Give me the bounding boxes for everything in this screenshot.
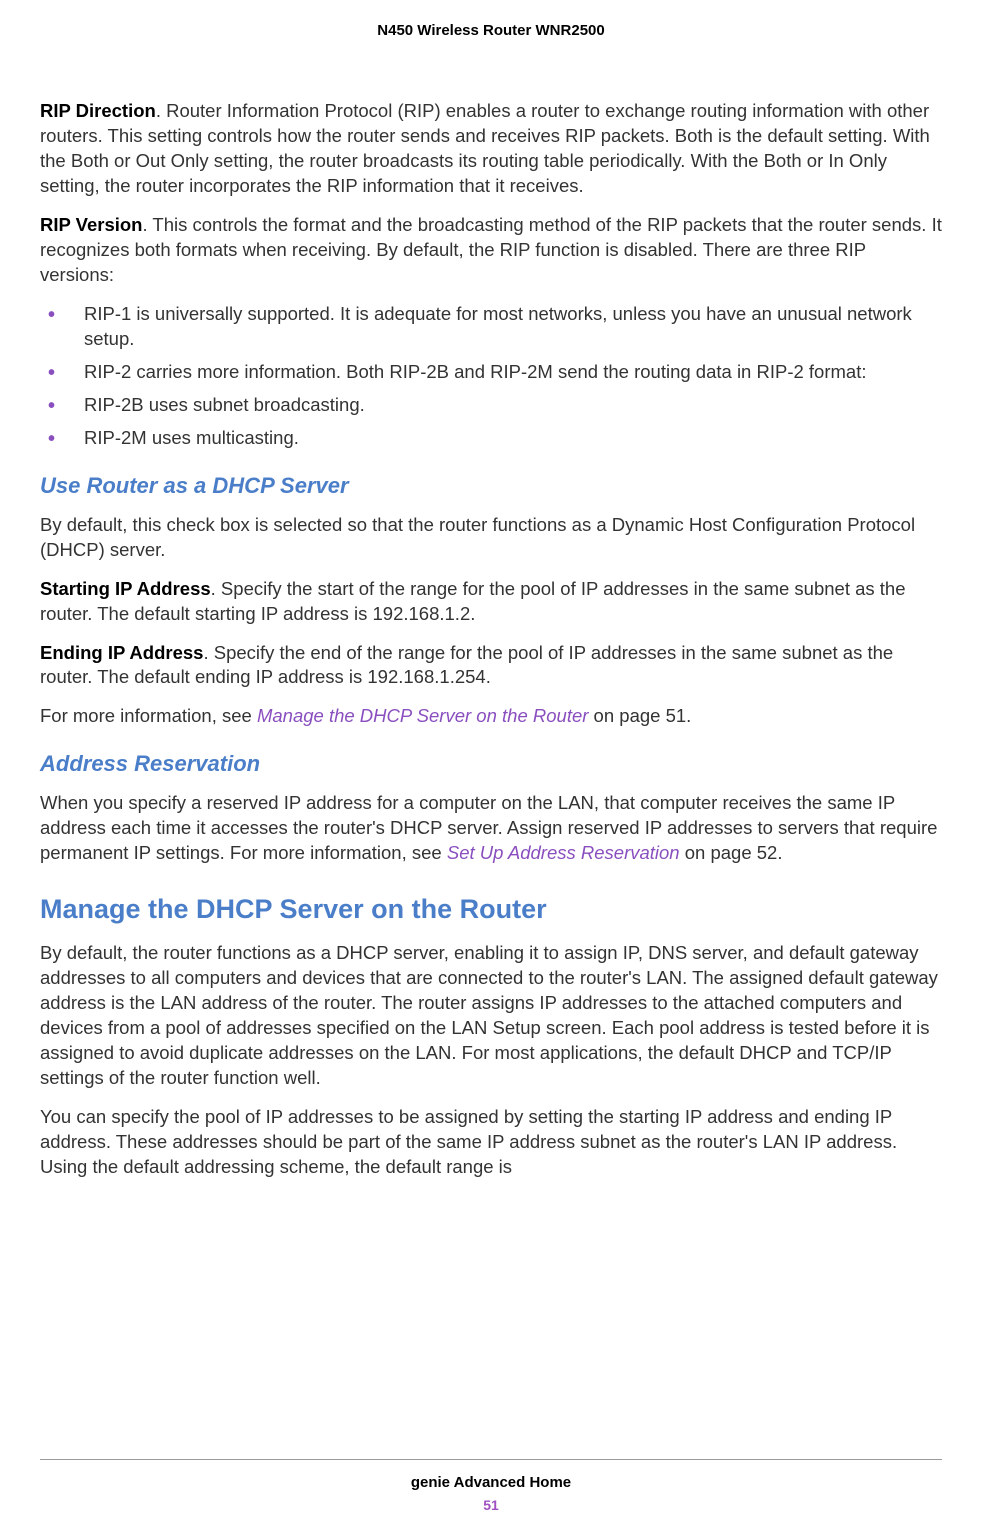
rip-version-text: . This controls the format and the broad…	[40, 214, 942, 285]
rip-direction-lead: RIP Direction	[40, 100, 156, 121]
footer-page-number: 51	[40, 1497, 942, 1513]
ending-ip-lead: Ending IP Address	[40, 642, 203, 663]
dhcp-server-heading: Use Router as a DHCP Server	[40, 473, 942, 499]
document-page: N450 Wireless Router WNR2500 RIP Directi…	[0, 0, 982, 1537]
manage-dhcp-p2: You can specify the pool of IP addresses…	[40, 1105, 942, 1180]
manage-dhcp-p1: By default, the router functions as a DH…	[40, 941, 942, 1091]
address-reservation-paragraph: When you specify a reserved IP address f…	[40, 791, 942, 866]
setup-address-reservation-link[interactable]: Set Up Address Reservation	[447, 842, 680, 863]
manage-dhcp-heading: Manage the DHCP Server on the Router	[40, 894, 942, 925]
page-header-title: N450 Wireless Router WNR2500	[40, 22, 942, 39]
addr-res-post: on page 52.	[680, 842, 783, 863]
more-info-pre: For more information, see	[40, 705, 257, 726]
starting-ip-lead: Starting IP Address	[40, 578, 211, 599]
rip-version-lead: RIP Version	[40, 214, 142, 235]
footer-section-name: genie Advanced Home	[40, 1474, 942, 1491]
address-reservation-heading: Address Reservation	[40, 751, 942, 777]
rip-versions-list: RIP-1 is universally supported. It is ad…	[40, 302, 942, 451]
starting-ip-paragraph: Starting IP Address. Specify the start o…	[40, 577, 942, 627]
page-footer: genie Advanced Home 51	[40, 1459, 942, 1513]
more-info-post: on page 51.	[588, 705, 691, 726]
rip-direction-paragraph: RIP Direction. Router Information Protoc…	[40, 99, 942, 199]
dhcp-intro-paragraph: By default, this check box is selected s…	[40, 513, 942, 563]
rip-version-paragraph: RIP Version. This controls the format an…	[40, 213, 942, 288]
ending-ip-paragraph: Ending IP Address. Specify the end of th…	[40, 641, 942, 691]
list-item: RIP-1 is universally supported. It is ad…	[40, 302, 942, 352]
list-item: RIP-2M uses multicasting.	[40, 426, 942, 451]
document-content: RIP Direction. Router Information Protoc…	[40, 99, 942, 1180]
dhcp-more-info-paragraph: For more information, see Manage the DHC…	[40, 704, 942, 729]
rip-direction-text: . Router Information Protocol (RIP) enab…	[40, 100, 930, 196]
manage-dhcp-link[interactable]: Manage the DHCP Server on the Router	[257, 705, 588, 726]
list-item: RIP-2 carries more information. Both RIP…	[40, 360, 942, 385]
list-item: RIP-2B uses subnet broadcasting.	[40, 393, 942, 418]
